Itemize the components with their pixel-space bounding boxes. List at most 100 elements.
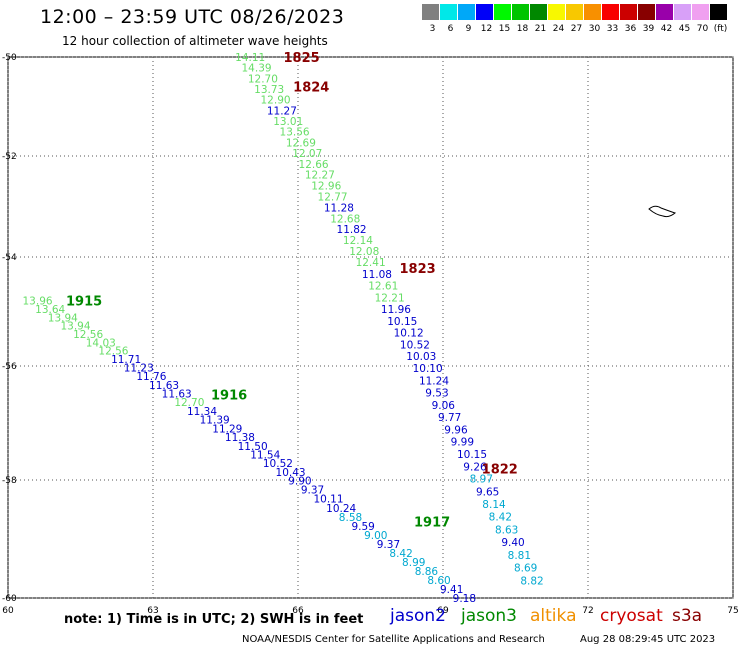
scale-label: 27	[570, 24, 583, 34]
wave-height-value: 9.18	[453, 593, 476, 605]
lon-label: 69	[437, 606, 449, 616]
scale-label: 3	[429, 24, 436, 34]
lon-label: 75	[727, 606, 738, 616]
pass-label: 1823	[400, 262, 436, 277]
wave-height-value: 9.59	[351, 521, 374, 533]
legend-jason3: jason3	[461, 606, 517, 626]
wave-height-value: 12.66	[299, 159, 329, 171]
scale-swatch	[458, 4, 475, 20]
wave-height-value: 13.56	[280, 127, 310, 139]
wave-height-value: 8.63	[495, 524, 518, 536]
lat-label: -58	[2, 476, 17, 486]
scale-label: 21	[534, 24, 547, 34]
wave-height-value: 12.68	[330, 213, 360, 225]
lon-label: 63	[147, 606, 158, 616]
wave-height-value: 8.42	[389, 548, 412, 560]
wave-height-value: 10.15	[457, 449, 487, 461]
pass-label: 1824	[293, 81, 329, 96]
wave-height-value: 11.23	[124, 362, 154, 374]
wave-height-value: 12.61	[368, 281, 398, 293]
map-frame	[7, 56, 734, 599]
wave-height-value: 11.38	[225, 432, 255, 444]
wave-height-value: 8.99	[402, 557, 425, 569]
scale-swatch	[620, 4, 637, 20]
credit-text: NOAA/NESDIS Center for Satellite Applica…	[242, 634, 545, 645]
wave-height-value: 9.41	[440, 584, 463, 596]
pass-label: 1917	[414, 515, 450, 530]
wave-height-value: 11.27	[267, 105, 297, 117]
wave-height-value: 9.37	[377, 539, 400, 551]
scale-swatch	[584, 4, 601, 20]
wave-height-value: 12.27	[305, 170, 335, 182]
scale-label: 6	[447, 24, 454, 34]
legend-cryosat: cryosat	[600, 606, 663, 626]
lat-label: -50	[2, 53, 17, 63]
wave-height-value: 9.40	[501, 537, 524, 549]
wave-height-value: 10.24	[326, 503, 356, 515]
wave-height-value: 10.52	[400, 339, 430, 351]
wave-height-value: 10.52	[263, 458, 293, 470]
wave-height-value: 9.65	[476, 486, 499, 498]
wave-height-value: 8.82	[520, 575, 543, 587]
scale-swatch	[530, 4, 547, 20]
pass-label: 1915	[66, 295, 102, 310]
wave-height-value: 12.70	[174, 397, 204, 409]
wave-height-value: 12.56	[98, 346, 128, 358]
wave-height-value: 11.54	[250, 450, 280, 462]
wave-height-value: 11.71	[111, 354, 141, 366]
wave-height-value: 8.42	[489, 512, 512, 524]
footer-note: note: 1) Time is in UTC; 2) SWH is in fe…	[64, 612, 364, 627]
scale-swatch	[566, 4, 583, 20]
wave-height-value: 14.11	[235, 52, 265, 64]
legend-jason2: jason2	[390, 606, 446, 626]
scale-label: 30	[588, 24, 601, 34]
wave-height-value: 11.08	[362, 269, 392, 281]
scale-label: 70	[696, 24, 709, 34]
wave-height-value: 8.69	[514, 563, 537, 575]
wave-height-value: 12.90	[261, 95, 291, 107]
wave-height-value: 9.26	[463, 461, 487, 473]
wave-height-value: 11.28	[324, 202, 354, 214]
scale-swatch	[476, 4, 493, 20]
scale-swatch	[656, 4, 673, 20]
pass-label: 1825	[284, 51, 320, 66]
wave-height-value: 10.11	[313, 494, 343, 506]
wave-height-value: 13.94	[60, 321, 90, 333]
wave-height-value: 13.96	[23, 296, 53, 308]
wave-height-value: 13.01	[273, 116, 303, 128]
wave-height-value: 9.53	[425, 388, 448, 400]
pass-label: 1822	[482, 463, 518, 478]
wave-height-value: 9.00	[364, 530, 387, 542]
wave-height-value: 14.03	[86, 337, 116, 349]
scale-label: 45	[678, 24, 691, 34]
scale-swatch	[548, 4, 565, 20]
page-title: 12:00 – 23:59 UTC 08/26/2023	[40, 6, 345, 28]
wave-height-value: 12.08	[349, 246, 379, 258]
legend-altika: altika	[530, 606, 577, 626]
wave-height-value: 8.81	[508, 550, 531, 562]
timestamp: Aug 28 08:29:45 UTC 2023	[580, 634, 716, 645]
lat-label: -52	[2, 152, 17, 162]
lat-label: -54	[2, 253, 17, 263]
wave-height-value: 10.12	[394, 328, 424, 340]
wave-height-value: 10.15	[387, 316, 417, 328]
wave-height-value: 12.77	[318, 192, 348, 204]
scale-swatch	[494, 4, 511, 20]
wave-height-value: 12.70	[248, 73, 278, 85]
wave-height-value: 12.96	[311, 181, 341, 193]
wave-height-value: 11.50	[238, 441, 268, 453]
wave-height-value: 10.10	[413, 363, 443, 375]
wave-height-value: 9.96	[444, 424, 468, 436]
wave-height-value: 11.29	[212, 423, 242, 435]
wave-height-value: 12.14	[343, 235, 373, 247]
wave-height-value: 8.60	[427, 575, 450, 587]
scale-label: 42	[660, 24, 673, 34]
scale-label: (ft)	[713, 24, 728, 34]
wave-height-value: 13.64	[35, 304, 65, 316]
scale-swatch	[674, 4, 691, 20]
scale-swatch	[422, 4, 439, 20]
scale-label: 15	[498, 24, 511, 34]
wave-height-value: 9.77	[438, 412, 461, 424]
wave-height-value: 10.03	[406, 351, 436, 363]
lon-label: 66	[292, 606, 304, 616]
